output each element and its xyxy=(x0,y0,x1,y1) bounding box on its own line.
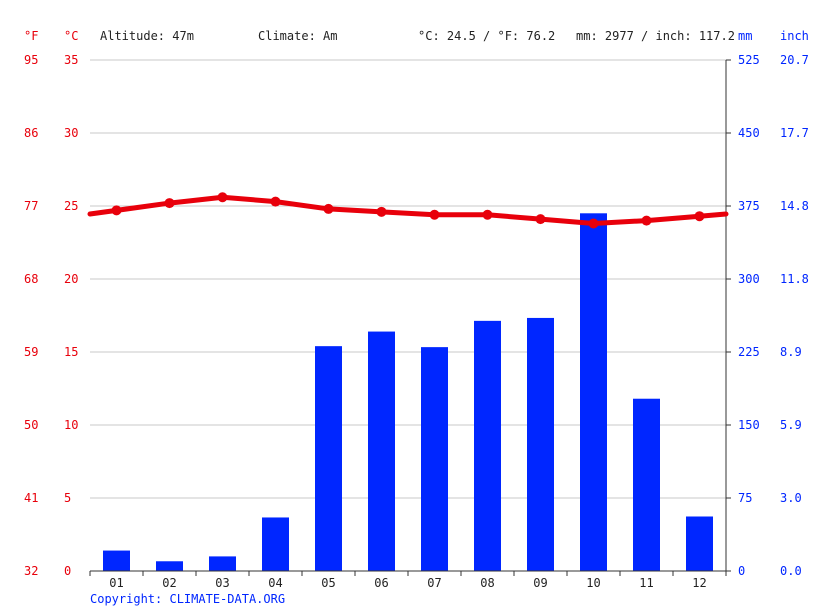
fahrenheit-tick-label: 86 xyxy=(24,126,38,140)
mm-tick-label: 225 xyxy=(738,345,760,359)
inch-tick-label: 0.0 xyxy=(780,564,802,578)
inch-tick-label: 3.0 xyxy=(780,491,802,505)
temperature-point xyxy=(535,214,546,225)
inch-tick-label: 14.8 xyxy=(780,199,809,213)
celsius-tick-label: 0 xyxy=(64,564,71,578)
precipitation-bar xyxy=(474,320,501,571)
climate-label: Climate: Am xyxy=(258,29,337,43)
temperature-point xyxy=(588,218,599,229)
inch-tick-label: 17.7 xyxy=(780,126,809,140)
fahrenheit-tick-label: 95 xyxy=(24,53,38,67)
celsius-tick-label: 5 xyxy=(64,491,71,505)
axes xyxy=(89,59,731,576)
mm-tick-label: 375 xyxy=(738,199,760,213)
month-tick-label: 08 xyxy=(480,576,494,590)
temperature-point xyxy=(641,215,652,226)
temperature-point xyxy=(270,196,281,207)
temperature-point xyxy=(111,205,122,216)
fahrenheit-tick-label: 68 xyxy=(24,272,38,286)
precipitation-bar xyxy=(527,317,554,571)
celsius-tick-label: 20 xyxy=(64,272,78,286)
precipitation-bar xyxy=(156,561,183,571)
precipitation-bar xyxy=(262,517,289,571)
month-tick-label: 12 xyxy=(692,576,706,590)
month-tick-label: 06 xyxy=(374,576,388,590)
month-tick-label: 05 xyxy=(321,576,335,590)
celsius-tick-label: 10 xyxy=(64,418,78,432)
copyright-label[interactable]: Copyright: CLIMATE-DATA.ORG xyxy=(90,592,285,606)
temperature-point xyxy=(482,209,493,220)
fahrenheit-tick-label: 41 xyxy=(24,491,38,505)
inch-unit-label: inch xyxy=(780,29,809,43)
temperature-point xyxy=(429,209,440,220)
temperature-line-path xyxy=(87,194,729,227)
month-tick-label: 01 xyxy=(109,576,123,590)
celsius-tick-label: 35 xyxy=(64,53,78,67)
precipitation-bar xyxy=(686,516,713,571)
inch-tick-label: 5.9 xyxy=(780,418,802,432)
fahrenheit-tick-label: 59 xyxy=(24,345,38,359)
fahrenheit-tick-label: 77 xyxy=(24,199,38,213)
temperature-average-label: °C: 24.5 / °F: 76.2 xyxy=(418,29,555,43)
mm-tick-label: 450 xyxy=(738,126,760,140)
month-tick-label: 03 xyxy=(215,576,229,590)
temperature-point xyxy=(376,206,387,217)
mm-tick-label: 75 xyxy=(738,491,752,505)
fahrenheit-unit-label: °F xyxy=(24,29,38,43)
tick-labels: 32 0 0 0.0 41 5 75 3.0 50 10 150 5.9 59 15 225 8.9 68 20 3… xyxy=(24,53,809,590)
month-tick-label: 09 xyxy=(533,576,547,590)
temperature-line xyxy=(87,192,729,229)
fahrenheit-tick-label: 50 xyxy=(24,418,38,432)
temperature-point xyxy=(323,203,334,214)
celsius-unit-label: °C xyxy=(64,29,78,43)
fahrenheit-tick-label: 32 xyxy=(24,564,38,578)
inch-tick-label: 20.7 xyxy=(780,53,809,67)
temperature-point xyxy=(217,192,228,203)
precipitation-total-label: mm: 2977 / inch: 117.2 xyxy=(576,29,735,43)
grid-lines xyxy=(90,59,726,499)
mm-tick-label: 150 xyxy=(738,418,760,432)
precipitation-bars xyxy=(103,213,713,572)
celsius-tick-label: 25 xyxy=(64,199,78,213)
month-tick-label: 10 xyxy=(586,576,600,590)
inch-tick-label: 8.9 xyxy=(780,345,802,359)
precipitation-bar xyxy=(633,398,660,571)
precipitation-bar xyxy=(209,556,236,571)
temperature-point xyxy=(164,198,175,209)
temperature-point xyxy=(694,211,705,222)
precipitation-bar xyxy=(103,550,130,571)
precipitation-bar xyxy=(315,346,342,571)
month-tick-label: 02 xyxy=(162,576,176,590)
altitude-label: Altitude: 47m xyxy=(100,29,194,43)
celsius-tick-label: 15 xyxy=(64,345,78,359)
mm-tick-label: 300 xyxy=(738,272,760,286)
celsius-tick-label: 30 xyxy=(64,126,78,140)
mm-tick-label: 525 xyxy=(738,53,760,67)
precipitation-bar xyxy=(580,213,607,572)
inch-tick-label: 11.8 xyxy=(780,272,809,286)
month-tick-label: 04 xyxy=(268,576,282,590)
precipitation-bar xyxy=(368,331,395,571)
month-tick-label: 11 xyxy=(639,576,653,590)
month-tick-label: 07 xyxy=(427,576,441,590)
mm-tick-label: 0 xyxy=(738,564,745,578)
mm-unit-label: mm xyxy=(738,29,752,43)
precipitation-bar xyxy=(421,347,448,571)
